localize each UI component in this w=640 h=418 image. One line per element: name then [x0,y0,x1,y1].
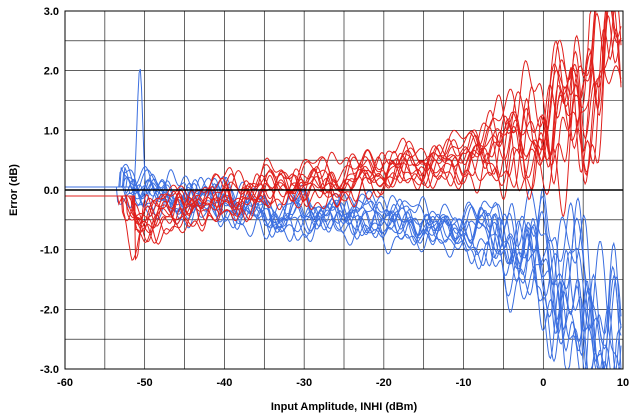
y-tick-label: 1.0 [44,125,59,137]
x-tick-label: -50 [137,377,153,389]
x-tick-label: -30 [296,377,312,389]
blue-series-line [65,186,622,370]
red-series-line [65,10,621,232]
blue-series-line [65,179,622,370]
red-series-line [65,10,621,234]
x-tick-label: 10 [617,377,629,389]
y-tick-label: 3.0 [44,6,59,18]
blue-series-line [65,169,622,370]
plot-frame [64,10,624,370]
y-tick-label: -1.0 [40,245,59,257]
x-axis-label: Input Amplitude, INHI (dBm) [271,401,418,413]
red-series-line [65,10,622,234]
y-tick-label: 2.0 [44,66,59,78]
x-tick-label: -20 [376,377,392,389]
red-series-line [65,10,622,244]
y-axis-label: Error (dB) [8,164,20,216]
red-series-line [65,10,622,234]
tick-labels: -60 -50 -40 -30 -20 -10 0 10 3.0 2.0 1.0 0.0 -1.0 -2.… [40,6,629,389]
red-series-line [65,10,621,227]
y-tick-label: 0.0 [44,185,59,197]
x-tick-label: 0 [540,377,546,389]
series-layer [65,10,622,370]
x-tick-label: -40 [216,377,232,389]
y-tick-label: -3.0 [40,364,59,376]
x-tick-label: -10 [456,377,472,389]
y-tick-label: -2.0 [40,304,59,316]
x-tick-label: -60 [57,377,73,389]
